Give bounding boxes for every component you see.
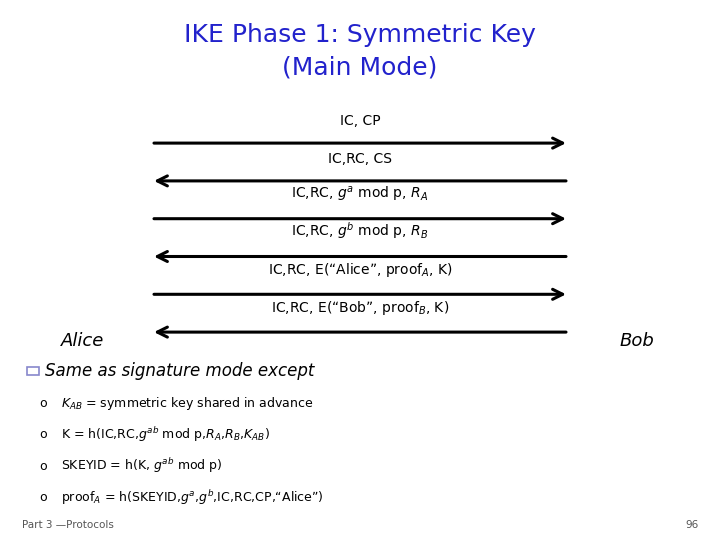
Text: IC, CP: IC, CP [340, 114, 380, 128]
Text: IKE Phase 1: Symmetric Key: IKE Phase 1: Symmetric Key [184, 23, 536, 47]
Text: o: o [40, 397, 47, 410]
Text: o: o [40, 428, 47, 441]
Text: Part 3 —Protocols: Part 3 —Protocols [22, 520, 114, 530]
Text: Bob: Bob [620, 332, 654, 350]
Text: K = h(IC,RC,$g^{ab}$ mod p,$R_A$,$R_B$,$K_{AB}$): K = h(IC,RC,$g^{ab}$ mod p,$R_A$,$R_B$,$… [61, 426, 270, 444]
Text: o: o [40, 491, 47, 504]
Text: IC,RC, E(“Alice”, proof$_A$, K): IC,RC, E(“Alice”, proof$_A$, K) [268, 261, 452, 279]
Text: IC,RC, CS: IC,RC, CS [328, 152, 392, 166]
Text: IC,RC, E(“Bob”, proof$_B$, K): IC,RC, E(“Bob”, proof$_B$, K) [271, 299, 449, 317]
Text: $K_{AB}$ = symmetric key shared in advance: $K_{AB}$ = symmetric key shared in advan… [61, 395, 313, 412]
Text: Alice: Alice [61, 332, 104, 350]
Text: proof$_A$ = h(SKEYID,$g^a$,$g^b$,IC,RC,CP,“Alice”): proof$_A$ = h(SKEYID,$g^a$,$g^b$,IC,RC,C… [61, 488, 324, 507]
Text: Same as signature mode except: Same as signature mode except [45, 362, 315, 380]
Text: (Main Mode): (Main Mode) [282, 56, 438, 79]
Text: IC,RC, $g^b$ mod p, $R_B$: IC,RC, $g^b$ mod p, $R_B$ [292, 220, 428, 241]
Bar [27, 367, 39, 375]
Text: o: o [40, 460, 47, 472]
Text: IC,RC, $g^a$ mod p, $R_A$: IC,RC, $g^a$ mod p, $R_A$ [292, 185, 428, 204]
Text: 96: 96 [685, 520, 698, 530]
Text: SKEYID = h(K, $g^{ab}$ mod p): SKEYID = h(K, $g^{ab}$ mod p) [61, 456, 222, 475]
